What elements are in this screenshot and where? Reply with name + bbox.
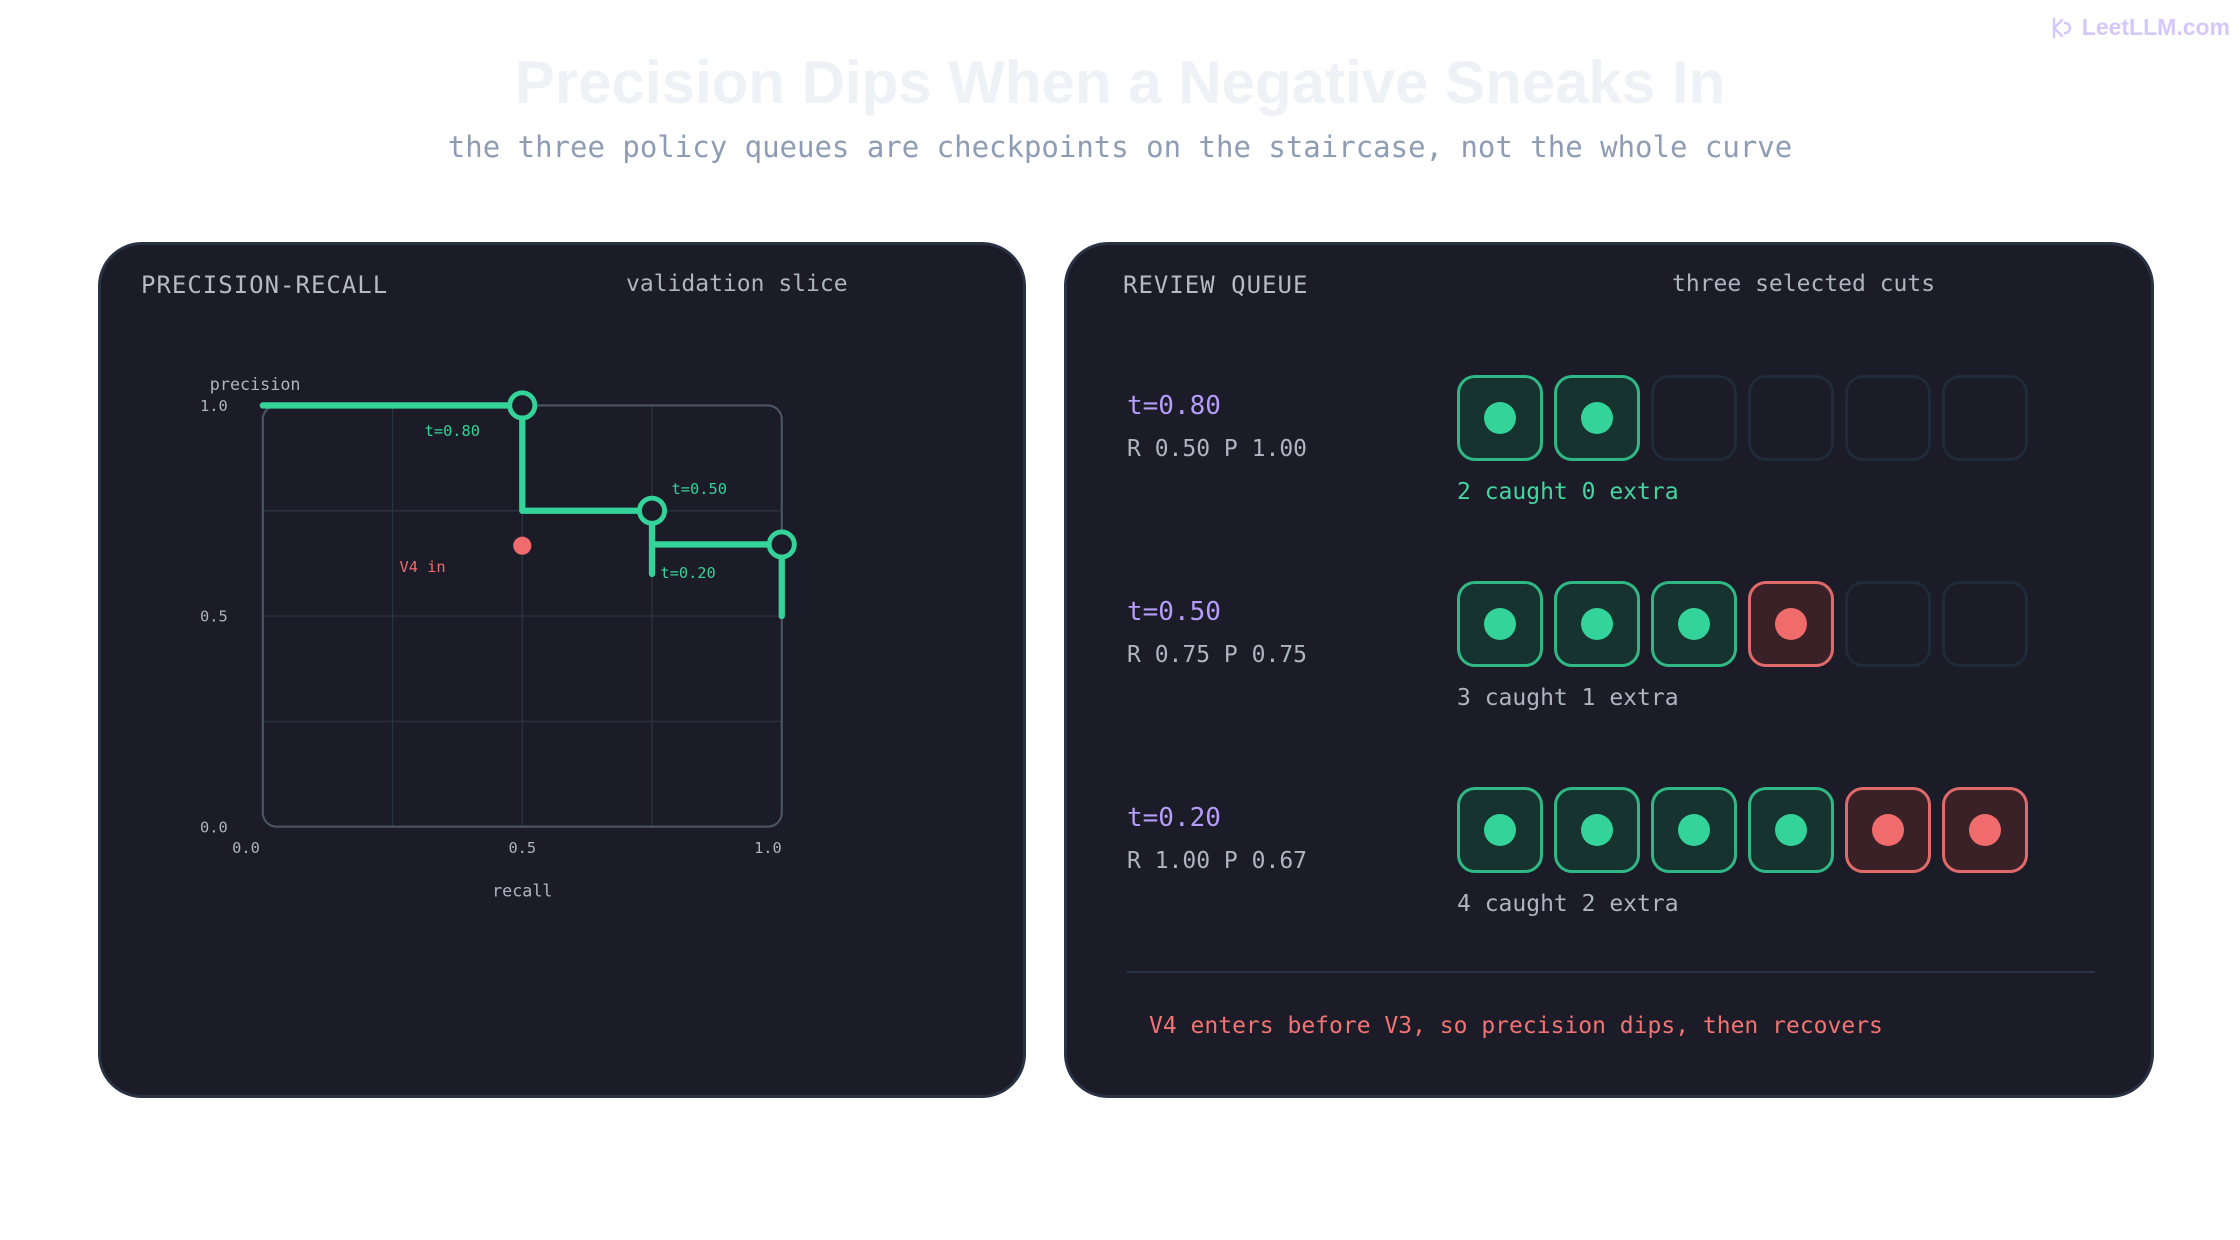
queue-cell-hit xyxy=(1554,581,1640,667)
checkpoint-marker xyxy=(766,529,797,560)
queue-summary: 4 caught 2 extra xyxy=(1457,891,1679,917)
queue-cell-hit xyxy=(1457,581,1543,667)
checkpoint-label: t=0.80 xyxy=(425,422,480,440)
caught-dot xyxy=(1484,402,1516,434)
queue-stats: R 0.75 P 0.75 xyxy=(1127,642,1308,668)
queue-cell-empty xyxy=(1942,581,2028,667)
page-subtitle: the three policy queues are checkpoints … xyxy=(447,130,1793,164)
caught-dot xyxy=(1678,814,1710,846)
leetllm-logo-icon xyxy=(2052,17,2071,38)
x-tick-label: 1.0 xyxy=(754,839,782,857)
brand-name: LeetLLM.com xyxy=(2081,14,2230,40)
pr-staircase-line xyxy=(259,402,785,620)
queue-cell-empty xyxy=(1845,375,1931,461)
y-tick-label: 0.5 xyxy=(200,608,228,626)
precision-recall-chart: 0.0 0.5 1.0 0.0 0.5 1.0 precision recall V4 in t=… xyxy=(200,374,797,900)
queue-cell-empty xyxy=(1651,375,1737,461)
queue-cell-hit xyxy=(1554,787,1640,873)
brand-logo[interactable]: LeetLLM.com xyxy=(2048,14,2230,41)
queue-cell-hit xyxy=(1554,375,1640,461)
queue-row-t020: t=0.20 R 1.00 P 0.67 4 caught 2 extra xyxy=(1067,787,2151,973)
page-title: Precision Dips When a Negative Sneaks In xyxy=(514,49,1726,116)
queue-summary: 3 caught 1 extra xyxy=(1457,685,1679,711)
caught-dot xyxy=(1581,402,1613,434)
checkpoint-marker xyxy=(637,495,668,526)
y-axis-label: precision xyxy=(210,374,301,394)
queue-cell-hit xyxy=(1651,787,1737,873)
checkpoint-marker xyxy=(507,390,538,421)
queue-cells xyxy=(1457,581,2028,667)
queue-cell-hit xyxy=(1457,375,1543,461)
caught-dot xyxy=(1678,608,1710,640)
queue-stats: R 0.50 P 1.00 xyxy=(1127,436,1308,462)
panel-label: REVIEW QUEUE xyxy=(1123,271,1309,299)
queue-cells xyxy=(1457,375,2028,461)
queue-row-t050: t=0.50 R 0.75 P 0.75 3 caught 1 extra xyxy=(1067,581,2151,767)
v4-negative-point xyxy=(513,536,532,555)
queue-row-t080: t=0.80 R 0.50 P 1.00 2 caught 0 extra xyxy=(1067,375,2151,561)
review-queue-panel: REVIEW QUEUE three selected cuts t=0.80 … xyxy=(1064,242,2154,1098)
panel-label: PRECISION-RECALL xyxy=(141,271,389,299)
queue-cell-miss xyxy=(1942,787,2028,873)
caught-dot xyxy=(1775,814,1807,846)
queue-cell-hit xyxy=(1748,787,1834,873)
panel-note: validation slice xyxy=(626,271,848,297)
queue-cell-miss xyxy=(1748,581,1834,667)
checkpoint-label: t=0.50 xyxy=(672,480,727,498)
y-tick-label: 1.0 xyxy=(200,397,228,415)
queue-threshold: t=0.50 xyxy=(1127,597,1221,627)
x-axis-label: recall xyxy=(492,880,552,900)
caught-dot xyxy=(1581,608,1613,640)
queue-threshold: t=0.80 xyxy=(1127,391,1221,421)
queue-cells xyxy=(1457,787,2028,873)
queue-cell-empty xyxy=(1942,375,2028,461)
caught-dot xyxy=(1581,814,1613,846)
caught-dot xyxy=(1484,814,1516,846)
checkpoint-label: t=0.20 xyxy=(660,564,715,582)
extra-dot xyxy=(1969,814,2001,846)
extra-dot xyxy=(1775,608,1807,640)
queue-cell-empty xyxy=(1845,581,1931,667)
v4-annotation: V4 in xyxy=(400,558,446,576)
divider xyxy=(1127,971,2095,973)
queue-threshold: t=0.20 xyxy=(1127,803,1221,833)
extra-dot xyxy=(1872,814,1904,846)
queue-cell-hit xyxy=(1651,581,1737,667)
queue-cell-hit xyxy=(1457,787,1543,873)
x-tick-label: 0.0 xyxy=(232,839,260,857)
queue-cell-empty xyxy=(1748,375,1834,461)
queue-summary: 2 caught 0 extra xyxy=(1457,479,1679,505)
queue-cell-miss xyxy=(1845,787,1931,873)
x-tick-label: 0.5 xyxy=(508,839,536,857)
y-tick-label: 0.0 xyxy=(200,818,228,836)
queue-stats: R 1.00 P 0.67 xyxy=(1127,848,1308,874)
footnote: V4 enters before V3, so precision dips, … xyxy=(1149,1013,1883,1039)
precision-recall-panel: PRECISION-RECALL validation slice 0.0 0.5… xyxy=(98,242,1026,1098)
caught-dot xyxy=(1484,608,1516,640)
panel-note: three selected cuts xyxy=(1672,271,1936,297)
